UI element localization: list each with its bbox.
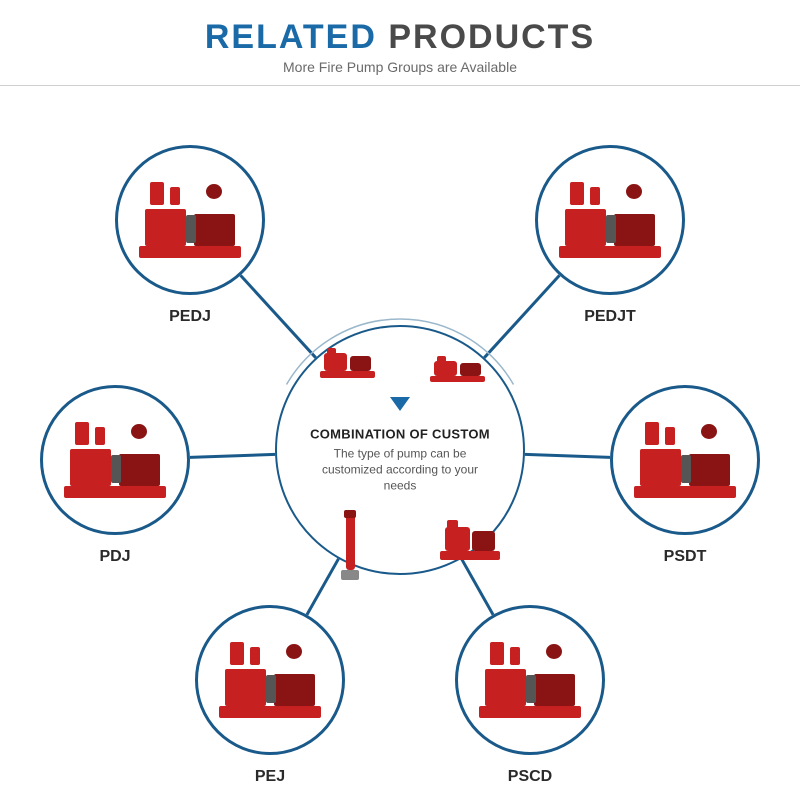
header: RELATED PRODUCTS More Fire Pump Groups a…: [0, 0, 800, 86]
pump-icon: [64, 422, 165, 498]
product-label-pej: PEJ: [255, 768, 285, 786]
product-node-pedjt[interactable]: [535, 145, 685, 295]
product-node-pscd[interactable]: [455, 605, 605, 755]
pump-icon: [139, 182, 240, 258]
title-accent: RELATED: [205, 18, 377, 56]
pump-icon: [219, 642, 320, 718]
center-heading: COMBINATION OF CUSTOM: [310, 426, 490, 441]
product-label-pedj: PEDJ: [169, 308, 211, 326]
product-node-pej[interactable]: [195, 605, 345, 755]
product-label-pscd: PSCD: [508, 768, 552, 786]
pump-icon: [559, 182, 660, 258]
title-rest: PRODUCTS: [377, 18, 595, 56]
pump-icon: [335, 510, 365, 580]
center-content: COMBINATION OF CUSTOM The type of pump c…: [310, 426, 490, 494]
pump-icon: [430, 356, 485, 382]
product-node-psdt[interactable]: [610, 385, 760, 535]
page-title: RELATED PRODUCTS: [0, 18, 800, 57]
subtitle: More Fire Pump Groups are Available: [0, 59, 800, 75]
product-label-pedjt: PEDJT: [584, 308, 636, 326]
chevron-down-icon: [390, 397, 410, 411]
pump-icon: [479, 642, 580, 718]
pump-icon: [320, 348, 375, 378]
product-label-psdt: PSDT: [664, 548, 707, 566]
pump-icon: [634, 422, 735, 498]
pump-icon: [440, 520, 500, 560]
product-node-pedj[interactable]: [115, 145, 265, 295]
product-node-pdj[interactable]: [40, 385, 190, 535]
diagram: COMBINATION OF CUSTOM The type of pump c…: [0, 100, 800, 800]
product-label-pdj: PDJ: [99, 548, 130, 566]
divider: [0, 85, 800, 86]
center-text: The type of pump can be customized accor…: [310, 445, 490, 494]
